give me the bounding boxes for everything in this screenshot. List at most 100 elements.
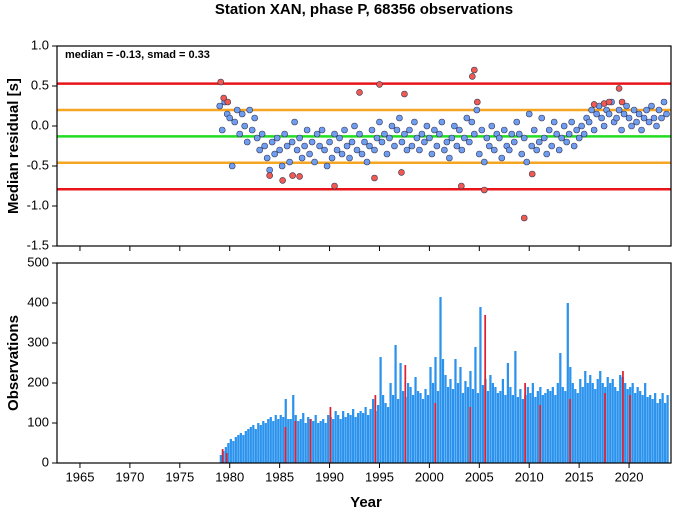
y-tick-label: 300 bbox=[27, 334, 49, 349]
bar bbox=[531, 383, 534, 463]
bar bbox=[609, 383, 612, 463]
data-point bbox=[495, 134, 503, 142]
data-point bbox=[224, 98, 232, 106]
data-point bbox=[605, 110, 613, 118]
bar bbox=[274, 415, 277, 463]
bar bbox=[622, 371, 624, 463]
data-point bbox=[441, 146, 448, 154]
bar bbox=[429, 367, 432, 463]
data-point bbox=[548, 142, 555, 150]
bar bbox=[434, 403, 437, 463]
data-point bbox=[505, 146, 513, 154]
y-tick-label: -1.5 bbox=[27, 237, 49, 252]
data-point bbox=[266, 172, 273, 179]
data-point bbox=[633, 118, 640, 126]
plot-frame bbox=[56, 262, 672, 464]
bar bbox=[666, 395, 669, 463]
bar bbox=[466, 387, 470, 463]
data-point bbox=[343, 142, 351, 150]
bar bbox=[304, 423, 307, 463]
data-point bbox=[353, 146, 361, 154]
data-point bbox=[220, 94, 228, 102]
bar bbox=[394, 345, 397, 463]
x-axis-label: Year bbox=[350, 494, 382, 511]
bar bbox=[489, 375, 492, 463]
bar bbox=[399, 363, 402, 463]
bar bbox=[421, 399, 425, 463]
bar bbox=[651, 399, 654, 463]
bar bbox=[599, 371, 602, 463]
data-point bbox=[625, 114, 633, 122]
bar bbox=[579, 379, 582, 463]
bar bbox=[554, 395, 557, 463]
bar bbox=[526, 387, 529, 463]
data-point bbox=[578, 122, 585, 130]
data-point bbox=[331, 182, 338, 190]
data-point bbox=[643, 106, 650, 114]
bar bbox=[347, 413, 350, 463]
bar bbox=[269, 417, 272, 463]
data-point bbox=[575, 134, 583, 142]
data-point bbox=[510, 138, 518, 146]
data-point bbox=[553, 130, 560, 138]
bar bbox=[319, 421, 322, 463]
bar bbox=[491, 383, 495, 463]
y-tick-label: -0.5 bbox=[27, 157, 49, 172]
data-point bbox=[398, 138, 406, 146]
bar bbox=[451, 389, 455, 463]
chart-title: Station XAN, phase P, 68356 observations bbox=[215, 1, 513, 18]
data-point bbox=[530, 126, 538, 134]
y-axis-label: Observations bbox=[5, 315, 22, 411]
data-point bbox=[615, 85, 623, 92]
bar bbox=[259, 425, 262, 463]
bar bbox=[514, 351, 517, 463]
data-point bbox=[513, 118, 521, 126]
bar bbox=[471, 389, 475, 463]
data-point bbox=[333, 146, 341, 154]
data-point bbox=[476, 150, 483, 158]
data-point bbox=[376, 118, 383, 126]
data-point bbox=[381, 130, 388, 138]
bar bbox=[624, 383, 627, 463]
data-point bbox=[565, 130, 573, 138]
bar bbox=[456, 383, 460, 463]
bar bbox=[352, 409, 355, 463]
data-point bbox=[246, 106, 253, 114]
bar bbox=[641, 395, 644, 463]
bar bbox=[504, 395, 507, 463]
x-tick-label: 2000 bbox=[415, 469, 444, 484]
data-point bbox=[236, 130, 244, 138]
data-point bbox=[628, 122, 635, 130]
bar bbox=[234, 437, 237, 463]
data-point bbox=[413, 134, 421, 142]
data-point bbox=[313, 130, 321, 138]
bar bbox=[659, 399, 662, 463]
bar bbox=[389, 383, 392, 463]
bar bbox=[509, 387, 512, 463]
data-point bbox=[216, 102, 224, 110]
bar bbox=[324, 423, 327, 463]
data-point bbox=[233, 106, 241, 114]
bar bbox=[225, 453, 228, 463]
data-point bbox=[466, 138, 473, 146]
data-point bbox=[645, 118, 653, 126]
data-point bbox=[481, 158, 488, 166]
data-point bbox=[403, 146, 411, 154]
data-point bbox=[408, 142, 416, 150]
x-tick-label: 1995 bbox=[365, 469, 394, 484]
x-tick-label: 2015 bbox=[565, 469, 594, 484]
data-point bbox=[518, 150, 526, 158]
bar bbox=[354, 417, 357, 463]
bar bbox=[484, 315, 487, 463]
data-point bbox=[545, 126, 553, 134]
bar bbox=[644, 383, 647, 463]
data-point bbox=[483, 134, 491, 142]
bar bbox=[571, 383, 574, 463]
bar bbox=[626, 389, 629, 463]
bar bbox=[464, 381, 467, 463]
bar bbox=[521, 399, 524, 463]
bar bbox=[287, 419, 290, 463]
data-point bbox=[366, 142, 373, 150]
data-point bbox=[391, 142, 398, 150]
data-point bbox=[311, 158, 318, 166]
